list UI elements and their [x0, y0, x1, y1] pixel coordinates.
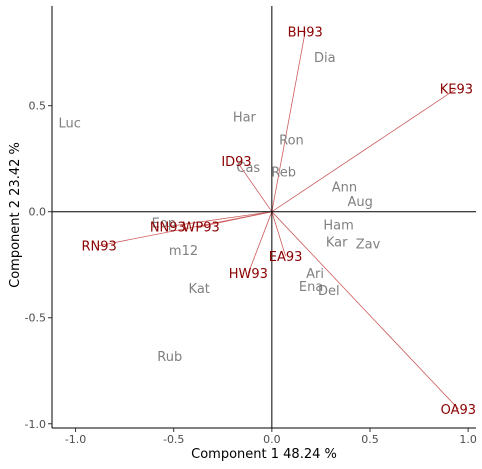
observation-label-del: Del — [318, 284, 340, 299]
observation-label-ann: Ann — [332, 180, 357, 195]
observation-label-zav: Zav — [356, 238, 381, 253]
observation-label-eop: Eop — [152, 216, 176, 231]
loading-label-ea93: EA93 — [269, 250, 303, 265]
loading-label-hw93: HW93 — [229, 267, 268, 282]
loading-vectors — [99, 31, 459, 410]
loading-vector-ke93 — [271, 88, 457, 213]
loading-label-nn93: NN93 — [150, 221, 186, 236]
observation-label-kat: Kat — [189, 282, 210, 297]
y-tick-label: 0.0 — [29, 206, 47, 219]
observation-label-luc: Luc — [58, 117, 80, 132]
x-tick-label: 1.0 — [459, 433, 477, 446]
loading-vector-rn93 — [99, 211, 272, 247]
observation-label-kar: Kar — [326, 235, 348, 250]
loading-label-oa93: OA93 — [441, 403, 476, 418]
x-axis-title: Component 1 48.24 % — [191, 447, 337, 462]
observation-label-ena: Ena — [299, 280, 323, 295]
x-tick-label: 0.0 — [263, 433, 281, 446]
loading-vector-hw93 — [247, 211, 273, 274]
loading-vector-nn93 — [167, 211, 272, 227]
observation-label-cas: Cas — [236, 161, 260, 176]
observation-label-ham: Ham — [323, 218, 353, 233]
loading-vector-oa93 — [271, 211, 459, 410]
observation-label-ari: Ari — [306, 267, 324, 282]
observation-label-aug: Aug — [347, 195, 372, 210]
loading-label-rn93: RN93 — [81, 240, 116, 255]
axes: -1.0 -0.5 0.0 0.5 1.0 -1.0 -0.5 0.0 0.5 — [25, 6, 477, 446]
y-tick-label: -1.0 — [25, 418, 46, 431]
loading-vector-ea93 — [271, 211, 286, 257]
loading-vector-id93 — [236, 160, 273, 212]
loading-label-bh93: BH93 — [288, 25, 323, 40]
x-tick-label: 0.5 — [361, 433, 379, 446]
y-tick-label: 0.5 — [29, 100, 47, 113]
y-tick-label: -0.5 — [25, 312, 46, 325]
loading-label-id93: ID93 — [221, 155, 251, 170]
observation-label-reb: Reb — [271, 165, 296, 180]
loading-label-ke93: KE93 — [440, 83, 473, 98]
observation-label-rub: Rub — [157, 350, 182, 365]
x-tick-label: -1.0 — [65, 433, 86, 446]
observation-label-ron: Ron — [279, 134, 304, 149]
observation-label-m12: m12 — [169, 244, 198, 259]
loading-vector-bh93 — [271, 31, 306, 212]
y-axis-title: Component 2 23.42 % — [8, 142, 23, 288]
loading-label-wp93: WP93 — [183, 221, 220, 236]
observation-label-dia: Dia — [314, 51, 336, 66]
observation-label-har: Har — [233, 110, 257, 125]
x-tick-label: -0.5 — [163, 433, 184, 446]
